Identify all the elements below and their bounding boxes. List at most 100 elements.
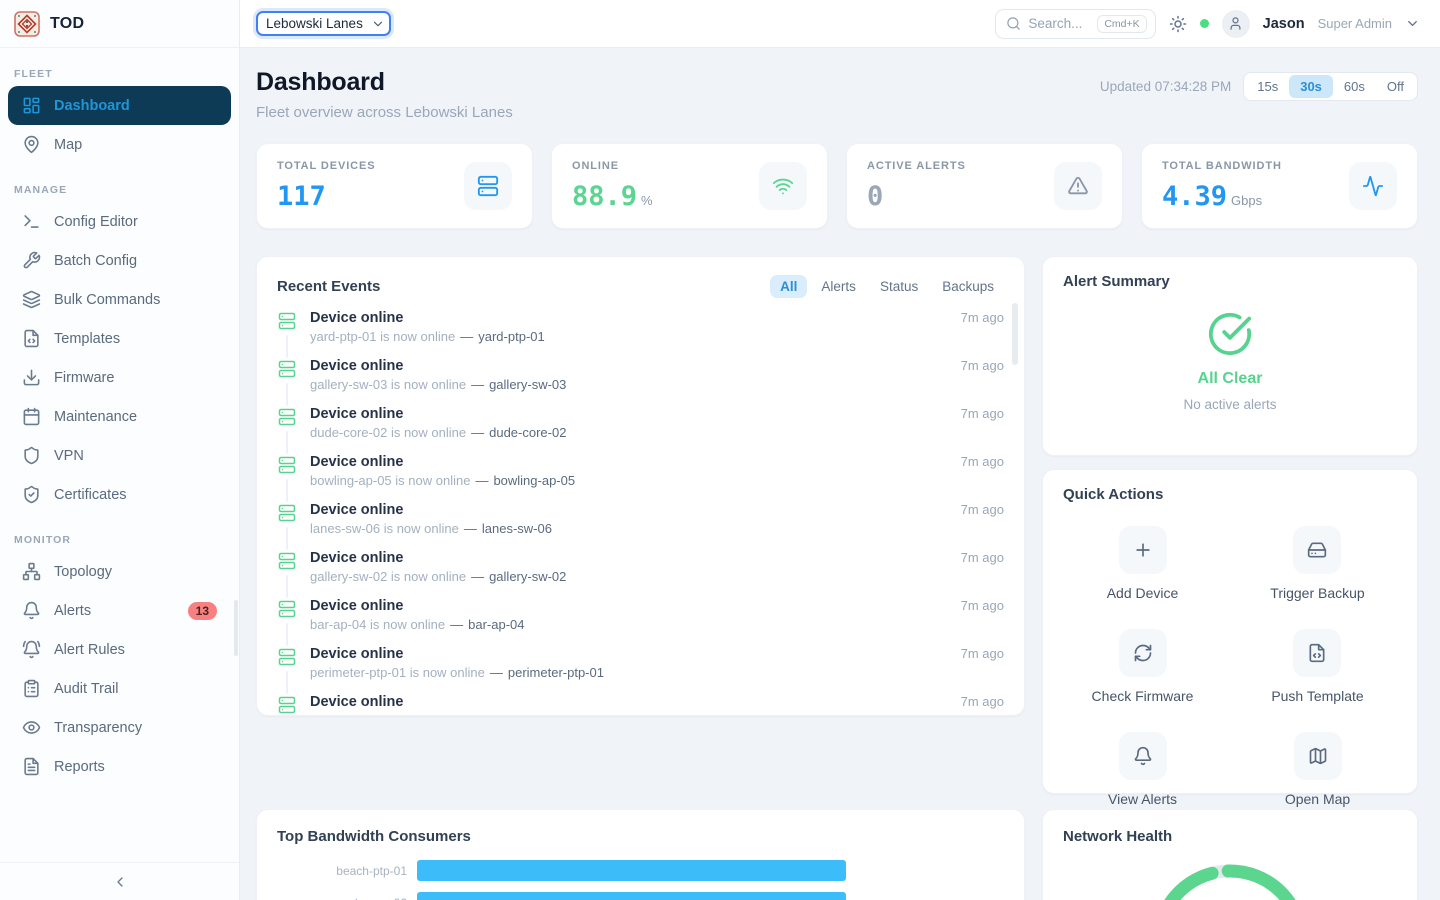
sidebar-item-alert-rules[interactable]: Alert Rules <box>8 630 231 669</box>
sidebar-item-firmware[interactable]: Firmware <box>8 358 231 397</box>
bell-icon <box>22 601 41 620</box>
trigger-backup-button[interactable]: Trigger Backup <box>1270 526 1365 601</box>
sidebar-item-label: Reports <box>54 758 105 775</box>
server-icon <box>278 648 296 666</box>
activity-icon <box>1362 175 1384 197</box>
network-health-card: Network Health 88 <box>1042 809 1418 900</box>
logo-row: TOD <box>0 0 239 48</box>
server-icon <box>278 456 296 474</box>
bar-label: beach-ptp-01 <box>336 863 407 878</box>
event-title: Device online <box>310 598 404 614</box>
event-time: 7m ago <box>960 502 1004 517</box>
topbar: Lebowski Lanes Cmd+K Jason Super Admin <box>240 0 1440 48</box>
refresh-15s-button[interactable]: 15s <box>1246 75 1289 98</box>
sidebar-item-batch-config[interactable]: Batch Config <box>8 241 231 280</box>
tab-all[interactable]: All <box>770 275 808 298</box>
sidebar-item-label: Alert Rules <box>54 641 125 658</box>
sidebar-item-reports[interactable]: Reports <box>8 747 231 786</box>
sidebar-item-audit-trail[interactable]: Audit Trail <box>8 669 231 708</box>
event-row: Device online 7m ago perimeter-ptp-01 is … <box>277 646 1004 694</box>
refresh-off-button[interactable]: Off <box>1376 75 1415 98</box>
sidebar-item-alerts[interactable]: Alerts 13 <box>8 591 231 630</box>
events-list: Device online 7m ago yard-ptp-01 is now o… <box>277 310 1004 715</box>
event-desc: dude-core-02 is now online <box>310 425 467 440</box>
refresh-30s-button[interactable]: 30s <box>1289 75 1333 98</box>
event-desc: lanes-sw-06 is now online <box>310 521 459 536</box>
sidebar-item-label: Certificates <box>54 486 127 503</box>
sidebar-item-label: Topology <box>54 563 113 580</box>
event-row: Device online 7m ago <box>277 694 1004 715</box>
event-device: dude-core-02 <box>489 425 567 440</box>
check-circle-icon <box>1207 311 1253 357</box>
stat-label: TOTAL DEVICES <box>277 160 376 172</box>
bandwidth-card: Top Bandwidth Consumers beach-ptp-01 bar… <box>256 809 1025 900</box>
view-alerts-button[interactable]: View Alerts <box>1108 732 1177 807</box>
sidebar-item-transparency[interactable]: Transparency <box>8 708 231 747</box>
event-title: Device online <box>310 694 404 710</box>
updated-timestamp: Updated 07:34:28 PM <box>1099 79 1232 94</box>
sidebar-item-bulk-commands[interactable]: Bulk Commands <box>8 280 231 319</box>
network-icon <box>22 562 41 581</box>
sidebar-collapse-button[interactable] <box>0 862 239 900</box>
open-map-button[interactable]: Open Map <box>1285 732 1350 807</box>
search-input[interactable] <box>1028 16 1091 31</box>
bar-row: bar-ap-02 <box>277 892 1004 900</box>
wifi-icon <box>772 175 794 197</box>
connection-status-dot <box>1199 19 1209 28</box>
bandwidth-chart: beach-ptp-01 bar-ap-02 <box>277 860 1004 900</box>
file-code-icon <box>22 329 41 348</box>
sidebar: TOD FLEET Dashboard Map MANAGE Config Ed… <box>0 0 240 900</box>
quick-actions-title: Quick Actions <box>1063 486 1164 503</box>
sidebar-item-config-editor[interactable]: Config Editor <box>8 202 231 241</box>
push-template-button[interactable]: Push Template <box>1271 629 1364 704</box>
tab-backups[interactable]: Backups <box>932 275 1004 298</box>
topbar-right: Cmd+K Jason Super Admin <box>995 8 1420 39</box>
add-device-button[interactable]: Add Device <box>1107 526 1178 601</box>
sidebar-item-label: Transparency <box>54 719 143 736</box>
refresh-60s-button[interactable]: 60s <box>1333 75 1376 98</box>
bar <box>417 860 846 881</box>
site-selector[interactable]: Lebowski Lanes <box>256 11 391 36</box>
check-firmware-button[interactable]: Check Firmware <box>1092 629 1193 704</box>
stat-card-online: ONLINE 88.9% <box>551 143 828 229</box>
download-icon <box>22 368 41 387</box>
sidebar-item-maintenance[interactable]: Maintenance <box>8 397 231 436</box>
sidebar-item-vpn[interactable]: VPN <box>8 436 231 475</box>
sidebar-item-map[interactable]: Map <box>8 125 231 164</box>
event-row: Device online 7m ago yard-ptp-01 is now o… <box>277 310 1004 358</box>
layers-icon <box>22 290 41 309</box>
sidebar-item-templates[interactable]: Templates <box>8 319 231 358</box>
search-box[interactable]: Cmd+K <box>995 8 1156 39</box>
tab-status[interactable]: Status <box>870 275 928 298</box>
event-row: Device online 7m ago bar-ap-04 is now onl… <box>277 598 1004 646</box>
page-head: Dashboard Fleet overview across Lebowski… <box>256 68 1418 121</box>
user-menu-chevron-icon[interactable] <box>1405 16 1420 31</box>
page-subtitle: Fleet overview across Lebowski Lanes <box>256 104 513 121</box>
stat-unit: % <box>641 193 653 208</box>
network-health-title: Network Health <box>1063 828 1173 845</box>
sidebar-item-label: Maintenance <box>54 408 138 425</box>
refresh-interval-segmented: 15s 30s 60s Off <box>1243 72 1418 101</box>
sidebar-item-certificates[interactable]: Certificates <box>8 475 231 514</box>
avatar[interactable] <box>1221 9 1250 38</box>
event-time: 7m ago <box>960 550 1004 565</box>
tab-alerts[interactable]: Alerts <box>811 275 866 298</box>
sidebar-item-label: VPN <box>54 447 84 464</box>
event-row: Device online 7m ago dude-core-02 is now … <box>277 406 1004 454</box>
refresh-icon <box>1133 643 1153 663</box>
event-title: Device online <box>310 502 404 518</box>
alert-summary-title: Alert Summary <box>1063 273 1170 290</box>
event-desc: gallery-sw-02 is now online <box>310 569 467 584</box>
wrench-icon <box>22 251 41 270</box>
sidebar-item-label: Dashboard <box>54 97 130 114</box>
events-scrollbar[interactable] <box>1012 303 1018 365</box>
sidebar-scrollbar[interactable] <box>234 600 238 656</box>
shield-check-icon <box>22 485 41 504</box>
bar-label: bar-ap-02 <box>277 896 407 900</box>
theme-toggle-button[interactable] <box>1169 15 1187 33</box>
sidebar-item-topology[interactable]: Topology <box>8 552 231 591</box>
server-icon <box>477 175 499 197</box>
sidebar-item-dashboard[interactable]: Dashboard <box>8 86 231 125</box>
server-icon <box>278 696 296 714</box>
